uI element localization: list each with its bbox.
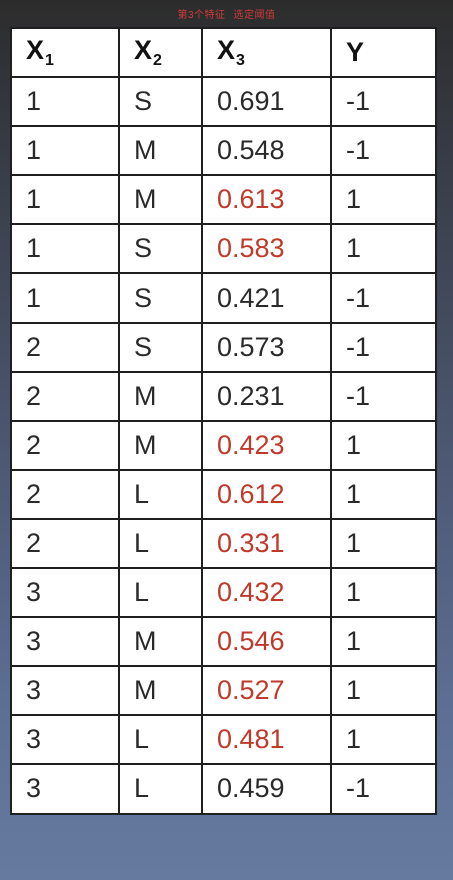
cell-x3: 0.331 (201, 517, 332, 570)
cell-x1: 1 (10, 125, 120, 177)
cell-x2: L (118, 763, 203, 815)
table-row: 3 L 0.432 1 (10, 567, 437, 619)
table-row: 1 S 0.421 -1 (10, 272, 437, 324)
table-row: 3 L 0.481 1 (10, 714, 437, 766)
cell-y: -1 (330, 370, 437, 422)
table-row: 3 L 0.459 -1 (10, 763, 437, 815)
cell-y: 1 (330, 223, 437, 275)
table-row: 1 S 0.583 1 (10, 223, 437, 275)
header-x1: X1 (10, 26, 120, 79)
cell-x2: M (118, 370, 203, 422)
cell-y: -1 (330, 763, 437, 815)
cell-x3: 0.691 (201, 76, 332, 128)
cell-x3: 0.459 (201, 763, 332, 815)
cell-x1: 3 (10, 714, 120, 766)
cell-x1: 3 (10, 616, 120, 668)
cell-x3: 0.573 (201, 321, 332, 373)
cell-y: 1 (330, 419, 437, 471)
header-x3-base: X (217, 35, 236, 66)
cell-y: 1 (330, 665, 437, 717)
cell-x3: 0.527 (201, 665, 332, 717)
cell-x1: 3 (10, 665, 120, 717)
cell-x1: 3 (10, 763, 120, 815)
caption-part-1: 第3个特征 (177, 10, 226, 21)
table-row: 2 L 0.331 1 (10, 517, 437, 570)
header-y: Y (330, 26, 437, 79)
table-row: 1 M 0.613 1 (10, 174, 437, 226)
cell-y: 1 (330, 567, 437, 619)
table-body: 1 S 0.691 -1 1 M 0.548 -1 1 M 0.613 1 1 S 0.583 1 1 S 0.42… (10, 76, 437, 815)
cell-x2: L (118, 567, 203, 619)
header-x3-sub: 3 (236, 52, 245, 70)
header-x2-base: X (134, 35, 153, 66)
table-row: 2 M 0.231 -1 (10, 370, 437, 422)
header-x2-sub: 2 (153, 52, 162, 70)
cell-x2: L (118, 468, 203, 520)
cell-y: -1 (330, 272, 437, 324)
cell-x2: M (118, 419, 203, 471)
cell-x2: L (118, 517, 203, 570)
cell-x3: 0.612 (201, 468, 332, 520)
cell-x1: 1 (10, 272, 120, 324)
cell-x2: S (118, 223, 203, 275)
cell-x1: 2 (10, 468, 120, 520)
header-x1-sub: 1 (45, 52, 54, 70)
cell-y: 1 (330, 616, 437, 668)
cell-x1: 2 (10, 370, 120, 422)
cell-x1: 1 (10, 223, 120, 275)
cell-x2: M (118, 616, 203, 668)
cell-y: 1 (330, 714, 437, 766)
cell-x1: 2 (10, 321, 120, 373)
cell-x2: M (118, 125, 203, 177)
cell-y: 1 (330, 468, 437, 520)
cell-x2: S (118, 321, 203, 373)
cell-x1: 2 (10, 419, 120, 471)
table-row: 1 M 0.548 -1 (10, 125, 437, 177)
cell-y: 1 (330, 174, 437, 226)
header-x1-base: X (26, 35, 45, 66)
header-row: X1 X2 X3 Y (10, 26, 437, 79)
cell-x2: S (118, 76, 203, 128)
cell-x1: 2 (10, 517, 120, 570)
table-row: 1 S 0.691 -1 (10, 76, 437, 128)
cell-y: -1 (330, 321, 437, 373)
table-row: 2 M 0.423 1 (10, 419, 437, 471)
cell-x3: 0.546 (201, 616, 332, 668)
caption-part-2: 选定阈值 (233, 10, 276, 21)
table-row: 3 M 0.546 1 (10, 616, 437, 668)
cell-y: -1 (330, 76, 437, 128)
header-y-base: Y (346, 37, 365, 68)
caption: 第3个特征 选定阈值 (0, 6, 453, 21)
table-row: 3 M 0.527 1 (10, 665, 437, 717)
cell-y: 1 (330, 517, 437, 570)
table-row: 2 S 0.573 -1 (10, 321, 437, 373)
data-table: X1 X2 X3 Y 1 S 0.691 -1 1 M 0.548 -1 1 M 0.613 1 1 S 0… (10, 26, 437, 815)
cell-x1: 1 (10, 76, 120, 128)
cell-x2: M (118, 174, 203, 226)
cell-x3: 0.432 (201, 567, 332, 619)
cell-x2: L (118, 714, 203, 766)
cell-x2: M (118, 665, 203, 717)
cell-x3: 0.231 (201, 370, 332, 422)
cell-x1: 1 (10, 174, 120, 226)
header-x2: X2 (118, 26, 203, 79)
cell-x3: 0.548 (201, 125, 332, 177)
cell-x2: S (118, 272, 203, 324)
cell-x3: 0.421 (201, 272, 332, 324)
cell-x3: 0.583 (201, 223, 332, 275)
cell-y: -1 (330, 125, 437, 177)
cell-x3: 0.481 (201, 714, 332, 766)
cell-x3: 0.423 (201, 419, 332, 471)
table-row: 2 L 0.612 1 (10, 468, 437, 520)
cell-x1: 3 (10, 567, 120, 619)
cell-x3: 0.613 (201, 174, 332, 226)
header-x3: X3 (201, 26, 332, 79)
